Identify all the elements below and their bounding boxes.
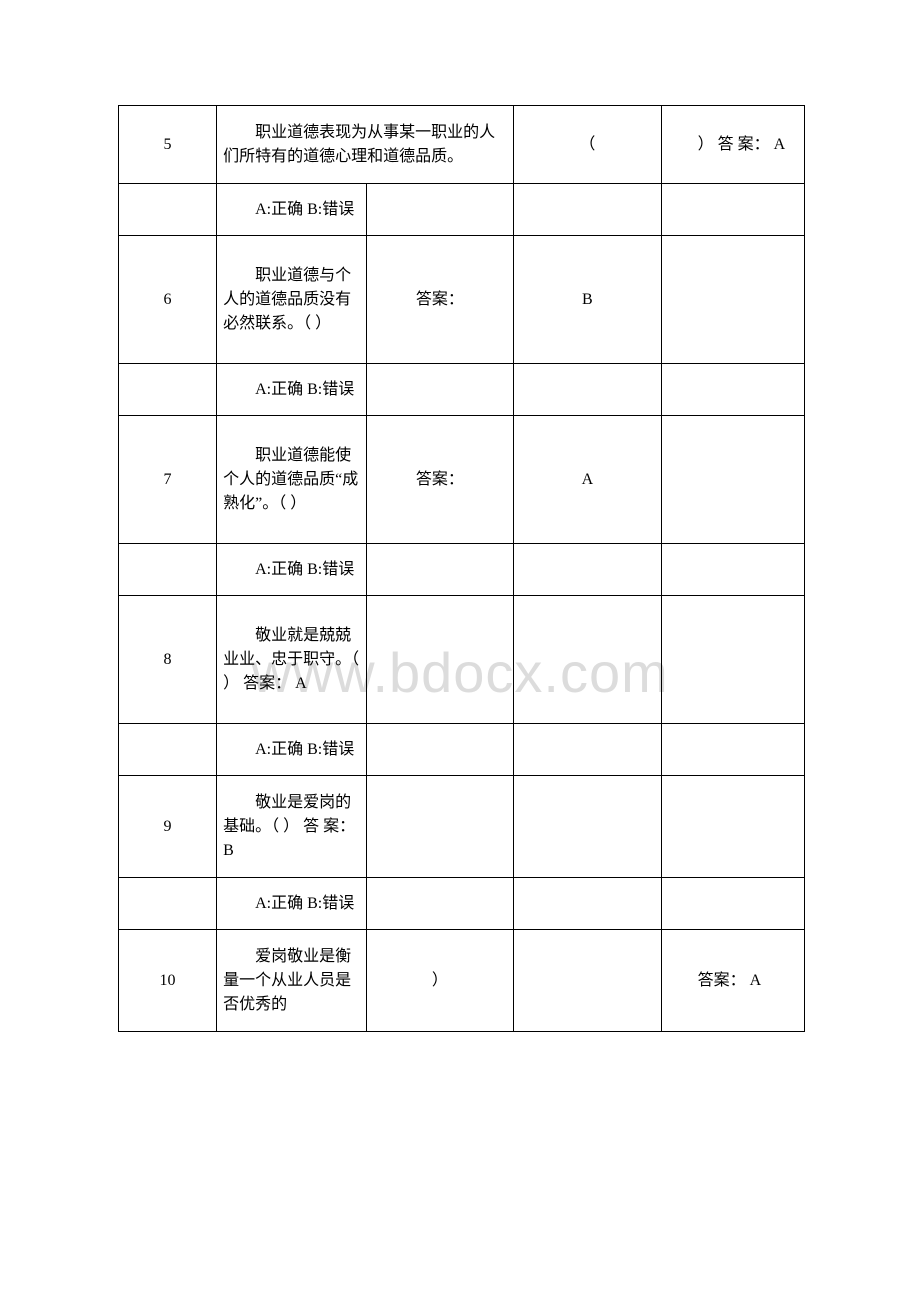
answer-label: 答案： — [366, 236, 513, 364]
table-row: 10 爱岗敬业是衡量一个从业人员是否优秀的 ） 答案： A — [119, 930, 805, 1032]
question-text: 敬业是爱岗的基础。（ ） 答 案： B — [217, 776, 367, 878]
empty-cell — [119, 724, 217, 776]
empty-cell — [661, 544, 804, 596]
empty-cell — [366, 364, 513, 416]
empty-cell — [366, 596, 513, 724]
answer-value: A — [514, 416, 661, 544]
empty-cell — [661, 416, 804, 544]
table-row: 6 职业道德与个人的道德品质没有必然联系。（ ） 答案： B — [119, 236, 805, 364]
answer-cell: ） 答 案： A — [661, 106, 804, 184]
empty-cell — [366, 184, 513, 236]
question-number: 5 — [119, 106, 217, 184]
question-number: 8 — [119, 596, 217, 724]
question-number: 6 — [119, 236, 217, 364]
table-row: A:正确 B:错误 — [119, 878, 805, 930]
question-text: 爱岗敬业是衡量一个从业人员是否优秀的 — [217, 930, 367, 1032]
table-row: A:正确 B:错误 — [119, 184, 805, 236]
answer-label: 答案： — [366, 416, 513, 544]
table-row: A:正确 B:错误 — [119, 724, 805, 776]
table-row: 7 职业道德能使个人的道德品质“成熟化”。（ ） 答案： A — [119, 416, 805, 544]
empty-cell — [119, 364, 217, 416]
empty-cell — [514, 364, 661, 416]
empty-cell — [366, 544, 513, 596]
table-row: 5 职业道德表现为从事某一职业的人们所特有的道德心理和道德品质。 （ ） 答 案… — [119, 106, 805, 184]
empty-cell — [119, 878, 217, 930]
empty-cell — [366, 776, 513, 878]
empty-cell — [661, 364, 804, 416]
empty-cell — [514, 776, 661, 878]
empty-cell — [661, 776, 804, 878]
empty-cell — [514, 878, 661, 930]
options-cell: A:正确 B:错误 — [217, 724, 367, 776]
answer-cell: 答案： A — [661, 930, 804, 1032]
question-text: 职业道德与个人的道德品质没有必然联系。（ ） — [217, 236, 367, 364]
empty-cell — [514, 930, 661, 1032]
options-cell: A:正确 B:错误 — [217, 878, 367, 930]
question-text: 职业道德表现为从事某一职业的人们所特有的道德心理和道德品质。 — [217, 106, 514, 184]
answer-value: B — [514, 236, 661, 364]
empty-cell — [661, 878, 804, 930]
table-row: A:正确 B:错误 — [119, 544, 805, 596]
question-text: 职业道德能使个人的道德品质“成熟化”。（ ） — [217, 416, 367, 544]
table-row: 9 敬业是爱岗的基础。（ ） 答 案： B — [119, 776, 805, 878]
empty-cell — [661, 236, 804, 364]
question-number: 9 — [119, 776, 217, 878]
question-number: 10 — [119, 930, 217, 1032]
question-number: 7 — [119, 416, 217, 544]
question-text: 敬业就是兢兢业业、忠于职守。（ ） 答案： A — [217, 596, 367, 724]
empty-cell — [514, 724, 661, 776]
answer-cell: （ — [514, 106, 661, 184]
empty-cell — [661, 596, 804, 724]
questions-table: 5 职业道德表现为从事某一职业的人们所特有的道德心理和道德品质。 （ ） 答 案… — [118, 105, 805, 1032]
options-cell: A:正确 B:错误 — [217, 364, 367, 416]
empty-cell — [119, 184, 217, 236]
empty-cell — [119, 544, 217, 596]
options-cell: A:正确 B:错误 — [217, 184, 367, 236]
empty-cell — [514, 184, 661, 236]
table-row: A:正确 B:错误 — [119, 364, 805, 416]
empty-cell — [514, 544, 661, 596]
empty-cell — [366, 724, 513, 776]
empty-cell — [514, 596, 661, 724]
options-cell: A:正确 B:错误 — [217, 544, 367, 596]
empty-cell — [366, 878, 513, 930]
table-row: 8 敬业就是兢兢业业、忠于职守。（ ） 答案： A — [119, 596, 805, 724]
answer-cell: ） — [366, 930, 513, 1032]
empty-cell — [661, 184, 804, 236]
page-content: 5 职业道德表现为从事某一职业的人们所特有的道德心理和道德品质。 （ ） 答 案… — [0, 0, 920, 1032]
empty-cell — [661, 724, 804, 776]
